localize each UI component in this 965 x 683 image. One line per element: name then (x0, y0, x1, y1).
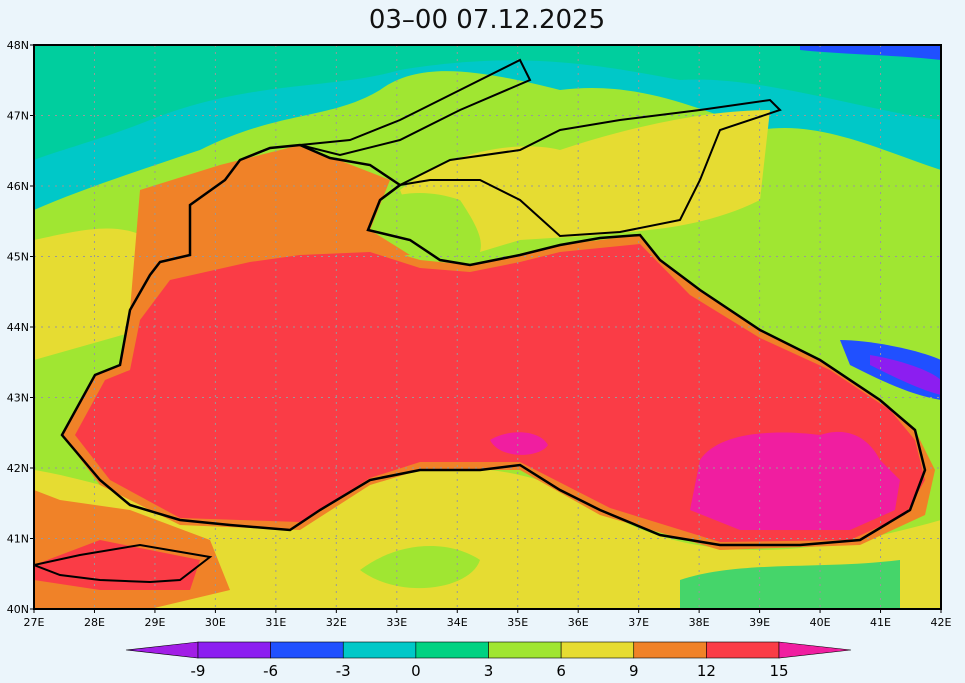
lon-label: 40E (810, 616, 831, 629)
lon-label: 42E (931, 616, 952, 629)
lon-label: 35E (507, 616, 528, 629)
colorbar-label: -6 (263, 662, 278, 680)
lon-label: 41E (870, 616, 891, 629)
lat-label: 45N (7, 251, 29, 264)
lon-label: 29E (144, 616, 165, 629)
lat-label: 41N (7, 533, 29, 546)
lon-label: 32E (326, 616, 347, 629)
colorbar-segment (488, 641, 562, 659)
lon-label: 31E (265, 616, 286, 629)
colorbar-segment (706, 641, 780, 659)
lat-label: 47N (7, 110, 29, 123)
lat-label: 44N (7, 321, 29, 334)
colorbar-label: 9 (629, 662, 639, 680)
lon-label: 38E (689, 616, 710, 629)
colorbar-segment (415, 641, 489, 659)
colorbar-label: 3 (484, 662, 494, 680)
lat-label: 46N (7, 180, 29, 193)
colorbar-label: 6 (556, 662, 566, 680)
colorbar-label: -3 (336, 662, 351, 680)
colorbar-segment (342, 641, 417, 659)
colorbar-arrow-low (125, 641, 199, 659)
colorbar-arrow-high (778, 641, 852, 659)
colorbar-label: 0 (411, 662, 421, 680)
lon-label: 28E (84, 616, 105, 629)
colorbar-segment (270, 641, 344, 659)
colorbar-segment (197, 641, 271, 659)
title: 03–00 07.12.2025 (369, 5, 605, 35)
lon-label: 39E (749, 616, 770, 629)
lat-label: 43N (7, 392, 29, 405)
lat-label: 42N (7, 462, 29, 475)
lat-label: 40N (7, 603, 29, 616)
lon-label: 37E (628, 616, 649, 629)
colorbar-label: 15 (769, 662, 788, 680)
colorbar-segment (560, 641, 635, 659)
colorbar-label: 12 (697, 662, 716, 680)
colorbar-label: -9 (191, 662, 206, 680)
lon-label: 27E (24, 616, 45, 629)
colorbar-segment (633, 641, 707, 659)
lon-label: 34E (447, 616, 468, 629)
lon-label: 33E (386, 616, 407, 629)
lat-label: 48N (7, 39, 29, 52)
lon-label: 36E (568, 616, 589, 629)
field (34, 45, 941, 609)
lon-label: 30E (205, 616, 226, 629)
